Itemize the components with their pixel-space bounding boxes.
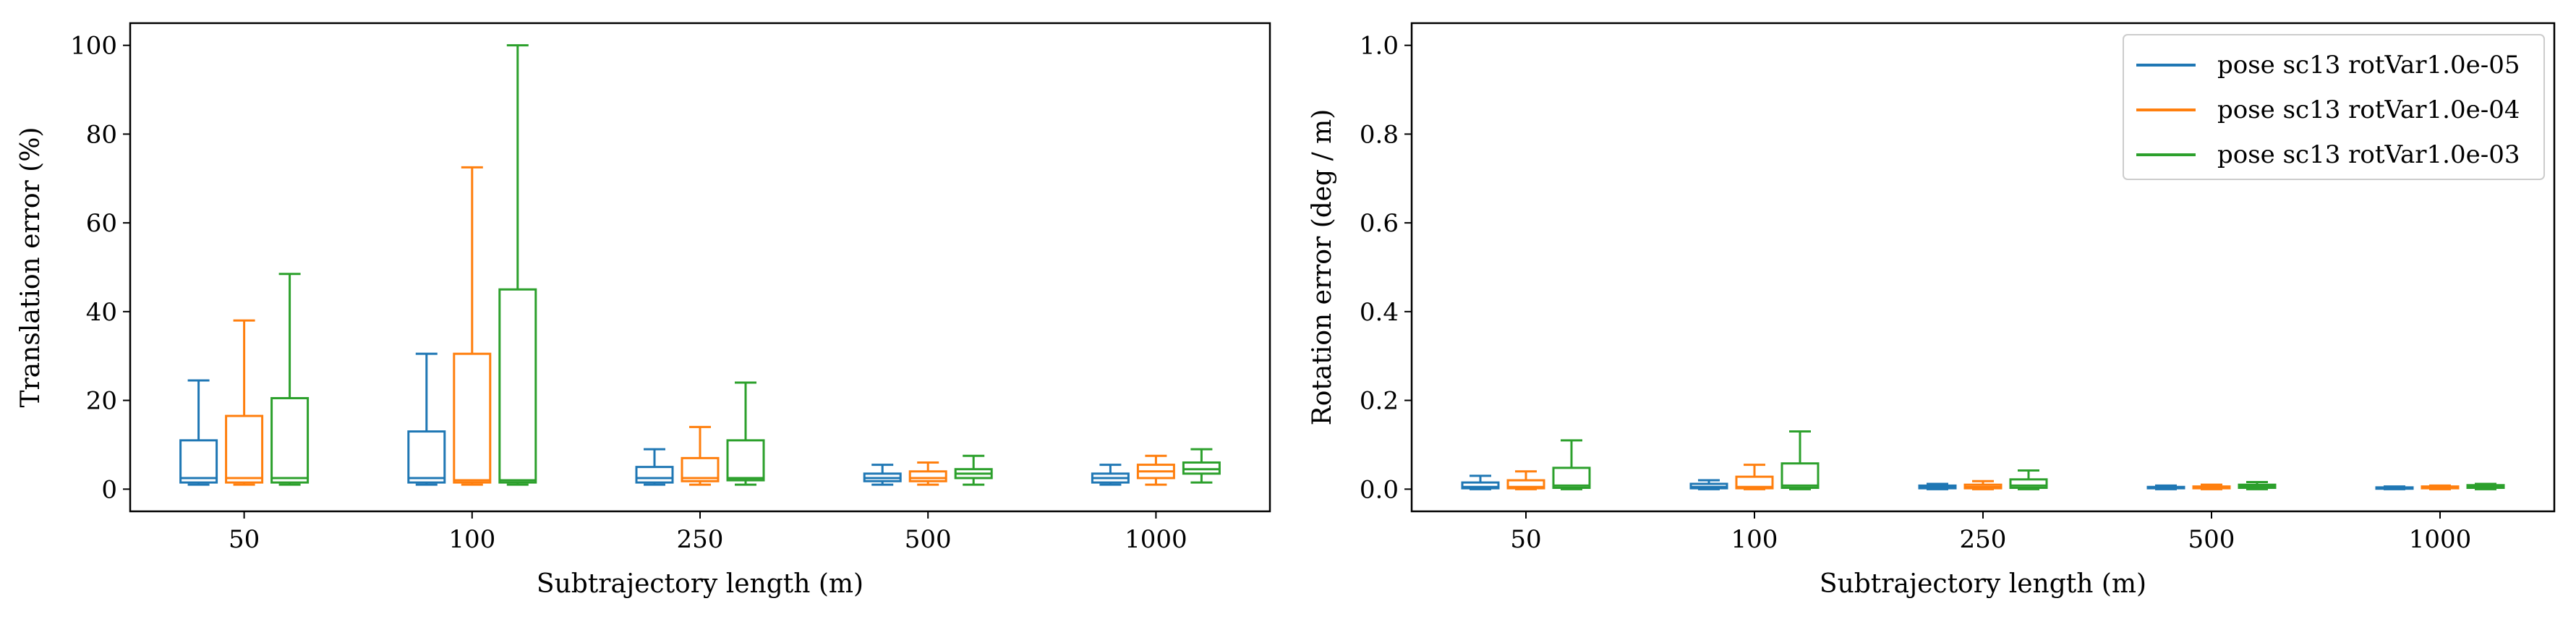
translation-y-axis-label: Translation error (%)	[16, 127, 46, 408]
box-plot-series-2	[2192, 483, 2231, 490]
box-plot-series-1	[635, 448, 674, 486]
box-body	[1506, 479, 1545, 490]
box-body	[635, 466, 674, 484]
box-plot-series-1	[407, 352, 446, 486]
translation-x-axis-label: Subtrajectory length (m)	[537, 569, 863, 599]
box-plot-series-2	[1136, 454, 1175, 486]
box-plot-series-3	[726, 381, 765, 486]
box-plot-series-2	[1735, 464, 1774, 490]
legend-label-series-3: pose sc13 rotVar1.0e-03	[2217, 140, 2520, 169]
box-plot-series-1	[1689, 479, 1728, 490]
x-tick-label: 1000	[1125, 525, 1187, 554]
y-tick-label: 0.2	[1360, 387, 1399, 416]
box-body	[1735, 475, 1774, 490]
box-plot-series-3	[270, 273, 310, 486]
x-tick-label: 1000	[2409, 525, 2472, 554]
y-tick-label: 100	[70, 32, 117, 61]
box-plot-series-1	[863, 464, 902, 486]
rotation-y-axis-label: Rotation error (deg / m)	[1308, 109, 1337, 426]
box-plot-series-2	[908, 461, 947, 486]
box-plot-series-1	[179, 379, 218, 486]
box-body	[681, 456, 720, 482]
box-plot-series-2	[1963, 480, 2003, 490]
x-tick-label: 500	[2188, 525, 2235, 554]
y-tick-label: 0.0	[1360, 475, 1399, 504]
box-body	[1552, 466, 1591, 489]
box-plot-series-2	[2421, 484, 2460, 490]
x-tick-label: 50	[1510, 525, 1541, 554]
box-plot-series-1	[2375, 485, 2414, 490]
box-plot-series-3	[1780, 430, 1820, 490]
box-body	[179, 439, 218, 484]
y-tick-label: 60	[86, 209, 117, 238]
box-plot-series-3	[498, 44, 537, 486]
box-body	[498, 288, 537, 484]
rotation-x-axis-label: Subtrajectory length (m)	[1820, 569, 2146, 599]
box-plot-series-2	[1506, 470, 1545, 490]
box-plot-series-1	[2146, 484, 2185, 490]
box-body	[1461, 481, 1500, 490]
legend-frame	[2123, 34, 2545, 180]
box-plot-series-1	[1461, 474, 1500, 490]
y-tick-label: 80	[86, 120, 117, 149]
box-plot-series-3	[2466, 482, 2505, 490]
x-tick-label: 100	[1731, 525, 1778, 554]
legend-label-series-2: pose sc13 rotVar1.0e-04	[2217, 95, 2520, 124]
box-body	[225, 414, 264, 484]
y-tick-label: 20	[86, 387, 117, 416]
box-body	[407, 430, 446, 484]
translation-error-panel: Subtrajectory length (m) Translation err…	[16, 22, 1271, 599]
rotation-error-panel: Subtrajectory length (m) Rotation error …	[1308, 22, 2556, 599]
y-tick-label: 1.0	[1360, 32, 1399, 61]
y-tick-label: 0.8	[1360, 120, 1399, 149]
box-plot-series-2	[681, 425, 720, 486]
x-tick-label: 50	[229, 525, 260, 554]
legend: pose sc13 rotVar1.0e-05 pose sc13 rotVar…	[2123, 34, 2545, 180]
box-body	[453, 352, 492, 484]
box-plot-series-1	[1091, 464, 1130, 486]
box-body	[2009, 478, 2048, 489]
box-body	[726, 439, 765, 482]
x-tick-label: 250	[677, 525, 724, 554]
legend-label-series-1: pose sc13 rotVar1.0e-05	[2217, 51, 2520, 80]
y-tick-label: 0.4	[1360, 298, 1399, 327]
box-plot-series-3	[1552, 439, 1591, 490]
x-tick-label: 100	[448, 525, 495, 554]
y-tick-label: 40	[86, 298, 117, 327]
box-body	[270, 397, 310, 484]
box-plot-series-3	[1182, 448, 1221, 484]
box-plot-series-3	[2009, 469, 2048, 490]
box-body	[908, 470, 947, 482]
box-plot-series-3	[2238, 481, 2277, 490]
y-tick-label: 0.6	[1360, 209, 1399, 238]
box-plot-series-2	[225, 319, 264, 486]
box-body	[1780, 462, 1820, 489]
x-tick-label: 500	[905, 525, 952, 554]
y-tick-label: 0	[101, 475, 117, 504]
box-plot-series-1	[1918, 482, 1957, 490]
box-plot-series-3	[954, 454, 993, 486]
x-tick-label: 250	[1960, 525, 2007, 554]
box-body	[1182, 461, 1221, 475]
box-plot-series-2	[453, 166, 492, 486]
